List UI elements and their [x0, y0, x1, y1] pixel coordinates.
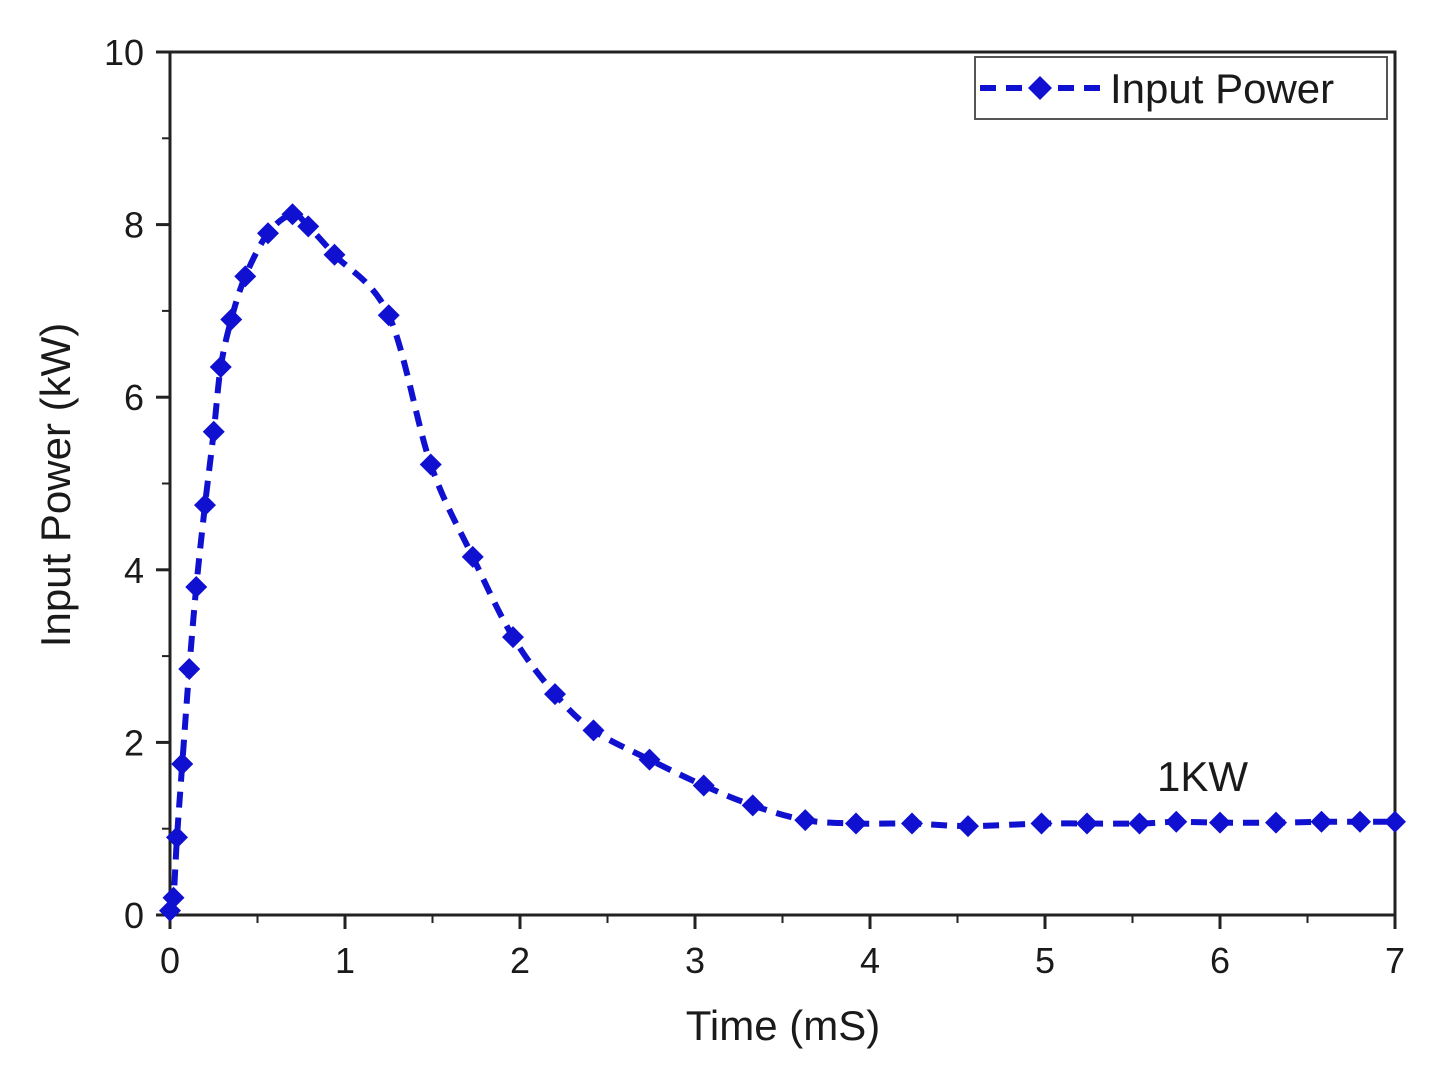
x-tick-label: 2 [510, 940, 530, 981]
data-point [209, 355, 232, 378]
data-point [845, 812, 867, 835]
legend: Input Power [974, 56, 1388, 120]
y-tick-label: 8 [124, 205, 144, 246]
x-tick-label: 1 [335, 940, 355, 981]
data-point [461, 545, 484, 568]
legend-marker-sample [1028, 76, 1052, 100]
x-tick-label: 3 [685, 940, 705, 981]
data-point [178, 658, 201, 681]
data-point [544, 683, 566, 706]
data-point [1165, 810, 1188, 833]
data-point [1209, 811, 1231, 834]
data-point [281, 203, 304, 226]
data-point [638, 748, 661, 771]
data-point [1349, 810, 1371, 833]
data-point [582, 719, 605, 742]
data-point [1128, 812, 1151, 835]
x-tick-label: 5 [1035, 940, 1055, 981]
series-line [167, 211, 1395, 912]
data-point [957, 815, 979, 838]
data-point [1384, 810, 1406, 833]
data-point [220, 308, 243, 331]
data-point [202, 420, 225, 443]
x-tick-label: 4 [860, 940, 880, 981]
data-point [1076, 812, 1098, 835]
x-tick-label: 6 [1210, 940, 1230, 981]
annotation-label: 1KW [1157, 753, 1248, 800]
y-tick-label: 0 [124, 895, 144, 936]
data-point [901, 812, 923, 835]
y-tick-label: 4 [124, 550, 144, 591]
data-point [171, 752, 194, 775]
x-axis-label: Time (mS) [686, 1002, 880, 1049]
data-point [257, 222, 279, 245]
data-point [794, 809, 817, 832]
tick-labels: 0 1 2 3 4 5 6 7 0 2 4 6 8 10 [104, 32, 1405, 981]
series-group [159, 203, 1406, 922]
y-tick-label: 2 [124, 722, 144, 763]
y-axis-label: Input Power (kW) [32, 323, 79, 647]
data-point [741, 794, 764, 817]
legend-label: Input Power [1110, 65, 1334, 112]
axis-ticks [156, 50, 1397, 929]
x-tick-label: 0 [160, 940, 180, 981]
data-point [297, 215, 320, 238]
y-tick-label: 10 [104, 32, 144, 73]
data-point [166, 826, 188, 849]
data-point [502, 626, 524, 649]
data-point [1310, 810, 1333, 833]
data-point [162, 886, 185, 909]
data-point [234, 265, 257, 288]
data-point [419, 453, 442, 476]
data-point [1265, 811, 1287, 834]
annotations: 1KW [1157, 753, 1248, 800]
data-point [194, 494, 216, 517]
data-point [185, 576, 208, 599]
data-point [377, 304, 400, 327]
data-point [692, 774, 715, 797]
y-tick-label: 6 [124, 377, 144, 418]
data-point [1030, 812, 1053, 835]
data-point [323, 243, 346, 266]
x-tick-label: 7 [1385, 940, 1405, 981]
